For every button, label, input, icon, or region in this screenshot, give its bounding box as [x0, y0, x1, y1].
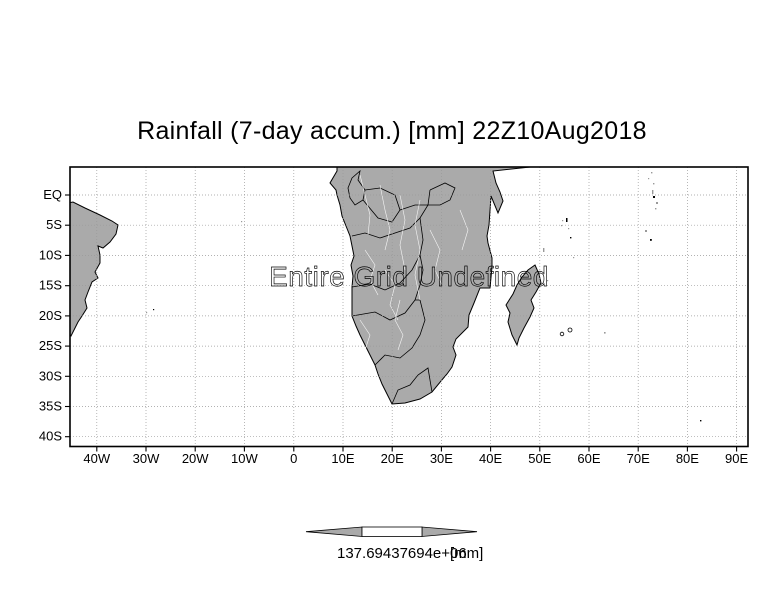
svg-text:137.69437694e+06: 137.69437694e+06	[337, 545, 467, 562]
svg-text:[mm]: [mm]	[450, 545, 483, 562]
